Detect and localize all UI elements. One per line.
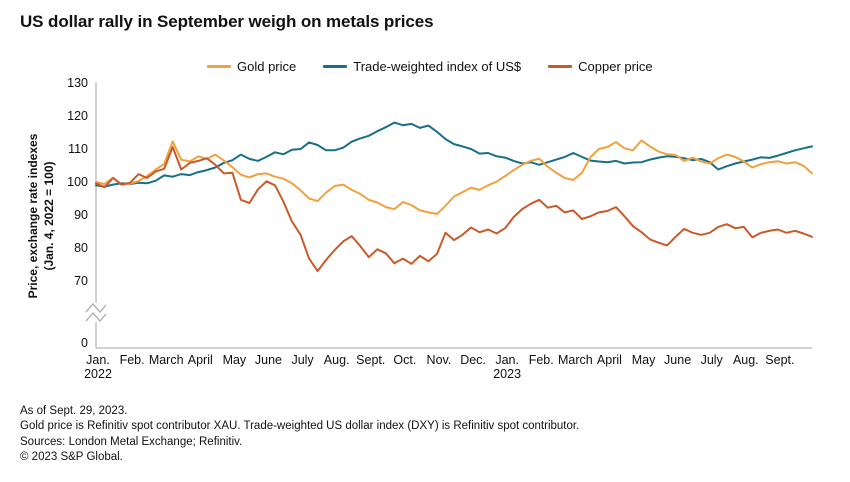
- y-tick-label-0: 0: [81, 335, 88, 350]
- gold-price-line-swatch: [207, 65, 231, 68]
- trade-weighted-index-of-us--line: [95, 121, 813, 188]
- month-label: Jan.: [495, 353, 519, 367]
- legend-item-copper-price: Copper price: [548, 59, 653, 74]
- month-label: July: [291, 353, 314, 367]
- axis-break-mark-1: [85, 302, 107, 314]
- x-tick-label-Aug: Aug.: [312, 353, 362, 367]
- axis-break-mark-2: [85, 311, 107, 323]
- y-tick-label-90: 90: [74, 207, 88, 222]
- month-label: Feb.: [528, 353, 554, 367]
- copper-price-line-swatch: [548, 65, 573, 68]
- y-tick-label-110: 110: [68, 141, 88, 156]
- footnote-line-4: © 2023 S&P Global.: [20, 450, 123, 463]
- x-tick-label-Oct: Oct.: [380, 353, 430, 367]
- year-label: 2022: [84, 367, 112, 381]
- y-tick-label-80: 80: [74, 240, 88, 255]
- footnote-line-2: Gold price is Refinitiv spot contributor…: [20, 420, 580, 433]
- month-label: Aug.: [323, 353, 350, 367]
- x-tick-label-July: July: [278, 353, 328, 367]
- y-tick-label-120: 120: [67, 108, 88, 123]
- x-tick-label-Sept: Sept.: [755, 353, 805, 367]
- y-tick-label-100: 100: [67, 174, 88, 189]
- x-tick-label-May: May: [619, 353, 669, 367]
- month-label: July: [700, 353, 723, 367]
- x-tick-label-Feb: Feb.: [516, 353, 566, 367]
- x-tick-label-Feb: Feb.: [107, 353, 157, 367]
- chart-title: US dollar rally in September weigh on me…: [20, 12, 434, 31]
- x-tick-label-March: March: [141, 353, 191, 367]
- month-label: Sept.: [356, 353, 386, 367]
- month-label: June: [254, 353, 283, 367]
- x-tick-label-Jan-2023: Jan. 2023: [482, 353, 532, 381]
- gold-price-line: [95, 139, 813, 215]
- x-tick-label-April: April: [584, 353, 634, 367]
- footnote-line-1: As of Sept. 29, 2023.: [20, 405, 128, 417]
- x-tick-label-April: April: [175, 353, 225, 367]
- x-tick-label-July: July: [687, 353, 737, 367]
- month-label: Feb.: [119, 353, 145, 367]
- y-tick-label-70: 70: [74, 273, 88, 288]
- month-label: March: [148, 353, 184, 367]
- month-label: May: [631, 353, 656, 367]
- month-label: June: [664, 353, 692, 367]
- y-tick-label-130: 130: [67, 75, 88, 90]
- legend-label-usd-index: Trade-weighted index of US$: [353, 59, 522, 74]
- month-label: Sept.: [765, 353, 795, 367]
- legend-label-gold-price: Gold price: [237, 59, 297, 74]
- footnotes: As of Sept. 29, 2023. Gold price is Refin…: [20, 404, 579, 465]
- x-tick-label-Nov: Nov.: [414, 353, 464, 367]
- x-tick-label-Dec: Dec.: [448, 353, 498, 367]
- legend-item-usd-index: Trade-weighted index of US$: [323, 59, 521, 74]
- legend-item-gold-price: Gold price: [207, 59, 296, 74]
- month-label: Nov.: [426, 353, 452, 367]
- month-label: March: [557, 353, 593, 367]
- month-label: April: [187, 353, 213, 367]
- copper-price-line: [95, 146, 813, 273]
- x-tick-label-Aug: Aug.: [721, 353, 771, 367]
- month-label: Oct.: [393, 353, 417, 367]
- x-tick-label-Sept: Sept.: [346, 353, 396, 367]
- month-label: Dec.: [460, 353, 486, 367]
- month-label: Aug.: [732, 353, 759, 367]
- x-tick-label-Jan-2022: Jan. 2022: [73, 353, 123, 381]
- month-label: April: [596, 353, 622, 367]
- x-tick-label-May: May: [209, 353, 259, 367]
- legend-label-copper-price: Copper price: [578, 59, 653, 74]
- x-tick-label-March: March: [550, 353, 600, 367]
- x-tick-label-June: June: [653, 353, 703, 367]
- usd-index-line-swatch: [323, 65, 348, 68]
- month-label: Jan.: [86, 353, 110, 367]
- year-label: 2023: [493, 367, 522, 381]
- legend: Gold price Trade-weighted index of US$ C…: [207, 59, 653, 74]
- x-tick-label-June: June: [243, 353, 293, 367]
- footnote-line-3: Sources: London Metal Exchange; Refiniti…: [20, 435, 243, 448]
- month-label: May: [222, 353, 247, 367]
